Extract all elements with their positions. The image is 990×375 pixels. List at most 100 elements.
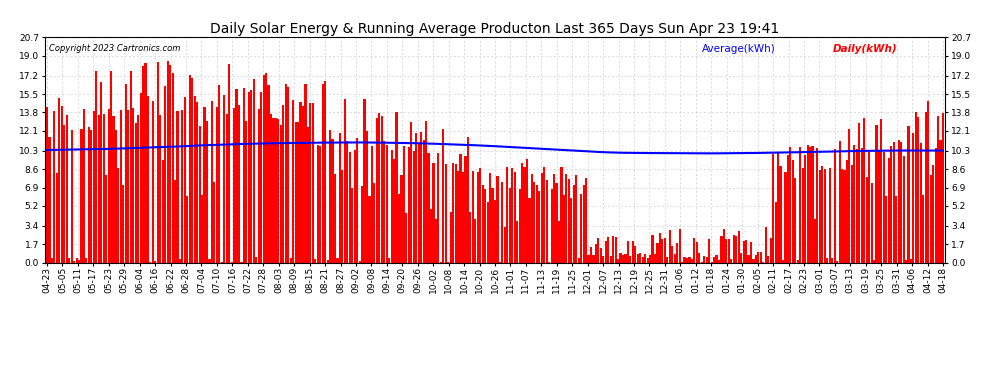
Bar — [590, 246, 592, 262]
Bar — [216, 107, 218, 262]
Bar — [850, 165, 853, 262]
Bar — [55, 173, 57, 262]
Bar — [928, 101, 930, 262]
Bar — [265, 73, 267, 262]
Bar — [529, 198, 531, 262]
Bar — [371, 146, 373, 262]
Bar — [413, 151, 415, 262]
Bar — [378, 112, 380, 262]
Bar — [464, 156, 466, 262]
Bar — [726, 238, 728, 262]
Bar — [457, 171, 459, 262]
Text: Copyright 2023 Cartronics.com: Copyright 2023 Cartronics.com — [50, 44, 180, 53]
Bar — [270, 114, 272, 262]
Bar — [526, 159, 528, 262]
Bar — [194, 96, 196, 262]
Bar — [644, 254, 646, 262]
Bar — [868, 152, 870, 262]
Bar — [940, 140, 941, 262]
Bar — [166, 61, 168, 262]
Bar — [671, 246, 673, 262]
Bar — [656, 243, 658, 262]
Bar — [895, 196, 897, 262]
Bar — [848, 129, 850, 262]
Bar — [337, 258, 339, 262]
Bar — [53, 111, 55, 262]
Bar — [196, 102, 198, 262]
Bar — [393, 159, 395, 262]
Bar — [50, 258, 53, 262]
Bar — [252, 79, 254, 262]
Bar — [827, 258, 829, 262]
Bar — [169, 64, 171, 262]
Bar — [855, 149, 858, 262]
Bar — [668, 230, 671, 262]
Bar — [534, 182, 536, 262]
Bar — [777, 152, 779, 262]
Bar — [933, 165, 935, 262]
Bar — [231, 261, 233, 262]
Bar — [302, 106, 304, 262]
Bar — [666, 257, 668, 262]
Bar — [706, 256, 708, 262]
Bar — [314, 259, 317, 262]
Bar — [553, 174, 555, 262]
Bar — [625, 254, 627, 262]
Bar — [661, 239, 663, 262]
Bar — [506, 167, 508, 262]
Bar — [792, 160, 794, 262]
Bar — [366, 131, 368, 262]
Bar — [248, 92, 249, 262]
Bar — [100, 82, 102, 262]
Bar — [630, 255, 632, 262]
Bar — [539, 191, 541, 262]
Bar — [804, 155, 806, 262]
Bar — [918, 117, 920, 262]
Bar — [467, 137, 469, 262]
Bar — [363, 99, 365, 262]
Bar — [486, 202, 489, 262]
Bar — [915, 112, 917, 262]
Bar — [865, 177, 867, 262]
Bar — [524, 167, 526, 262]
Bar — [829, 168, 831, 262]
Bar — [176, 111, 178, 262]
Bar — [880, 118, 882, 262]
Bar — [620, 253, 622, 262]
Bar — [123, 184, 125, 262]
Bar — [135, 123, 137, 262]
Bar — [605, 241, 607, 262]
Bar — [398, 194, 400, 262]
Bar — [120, 110, 122, 262]
Bar — [863, 118, 865, 262]
Bar — [691, 259, 693, 262]
Bar — [555, 183, 557, 262]
Bar — [807, 145, 809, 262]
Bar — [272, 118, 274, 262]
Bar — [115, 130, 117, 262]
Bar — [858, 123, 860, 262]
Text: Average(kWh): Average(kWh) — [702, 44, 776, 54]
Bar — [290, 258, 292, 262]
Bar — [125, 84, 127, 262]
Bar — [282, 105, 284, 262]
Text: Daily(kWh): Daily(kWh) — [833, 44, 898, 54]
Bar — [477, 172, 479, 262]
Bar — [113, 116, 115, 262]
Bar — [570, 198, 572, 262]
Bar — [145, 63, 147, 262]
Bar — [342, 170, 344, 262]
Bar — [799, 147, 801, 262]
Bar — [558, 221, 560, 262]
Bar — [454, 164, 456, 262]
Bar — [60, 106, 62, 262]
Bar — [435, 219, 437, 262]
Bar — [563, 195, 565, 262]
Bar — [607, 237, 609, 262]
Bar — [683, 257, 686, 262]
Bar — [151, 101, 153, 262]
Bar — [531, 174, 533, 262]
Bar — [181, 110, 183, 262]
Bar — [560, 167, 562, 262]
Bar — [935, 148, 937, 262]
